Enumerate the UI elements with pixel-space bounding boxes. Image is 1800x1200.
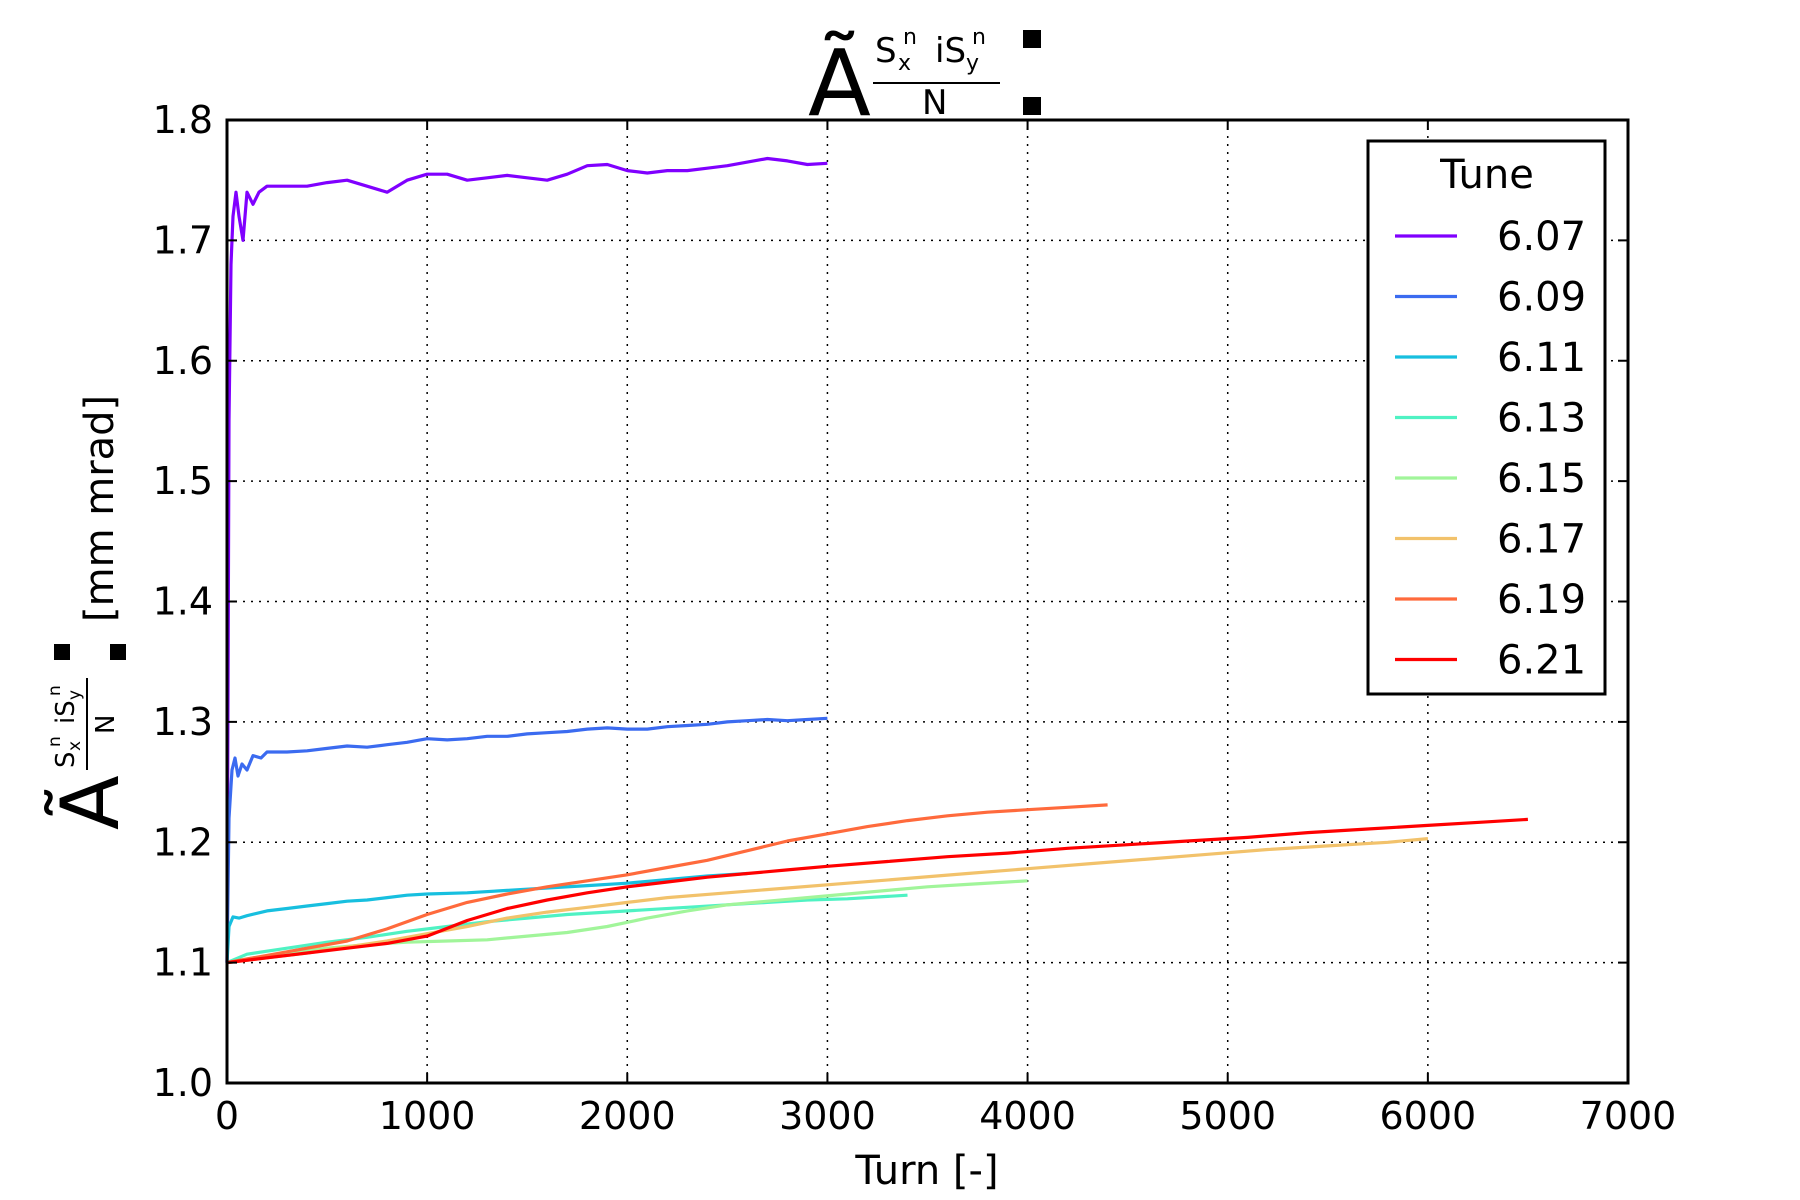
legend-label: 6.09 [1497,275,1586,321]
x-tick-label: 7000 [1580,1094,1677,1138]
legend-label: 6.11 [1497,335,1586,381]
x-tick-label: 0 [215,1094,239,1138]
series-line-6-07 [225,156,828,963]
series-line-6-13 [226,893,908,965]
title-num-a-sub: x [898,51,911,76]
legend-label: 6.15 [1497,456,1586,502]
ylabel-num-b: iS [51,700,81,724]
x-tick-label: 1000 [379,1094,476,1138]
ylabel-den: N [91,715,121,734]
title-num-b: iS [935,31,966,71]
ylabel-num-b-sup: n [45,685,65,696]
ylabel-colon-a [54,644,70,660]
ylabel-main: Ã [44,775,137,830]
legend: Tune 6.07 6.09 6.11 6.13 6.15 6.17 6.19 6.21 [1366,139,1607,696]
ylabel-colon-b [110,644,126,660]
y-tick-label: 1.4 [153,580,213,624]
ylabel-num-a-sup: n [45,736,65,747]
title-den: N [922,83,947,123]
y-axis-label: Ã S x n iS y n N [mm mrad] [44,395,137,830]
y-tick-label: 1.6 [153,339,213,383]
legend-label: 6.17 [1497,517,1586,563]
legend-label: 6.07 [1497,214,1586,260]
series-lines [225,156,1528,965]
ylabel-num-b-sub: y [65,690,85,700]
y-tick-label: 1.7 [153,218,213,262]
y-tick-label: 1.3 [153,700,213,744]
ylabel-num-a: S [51,751,81,768]
series-line-6-19 [226,803,1108,965]
chart-title: Ã S x n iS y n N [808,25,1041,137]
x-tick-label: 5000 [1179,1094,1276,1138]
x-tick-label: 2000 [579,1094,676,1138]
series-line-6-17 [226,837,1429,965]
axis-ticks: 0 1000 2000 3000 4000 5000 6000 7000 1.0 1.1 1.2 1.… [153,98,1677,1138]
legend-label: 6.13 [1497,396,1586,442]
x-tick-label: 4000 [979,1094,1076,1138]
x-tick-label: 6000 [1379,1094,1476,1138]
y-tick-label: 1.5 [153,459,213,503]
series-line-6-21 [226,817,1528,965]
legend-label: 6.21 [1497,638,1586,684]
y-tick-label: 1.2 [153,820,213,864]
y-tick-label: 1.0 [153,1061,213,1105]
title-num-b-sup: n [972,25,986,50]
series-line-6-09 [225,716,828,963]
plot-area: 0 1000 2000 3000 4000 5000 6000 7000 1.0 1.1 1.2 1.… [153,98,1677,1138]
title-colon-top [1023,30,1041,48]
ylabel-suffix: [mm mrad] [77,395,123,622]
series-line-6-15 [226,879,1028,965]
title-num-a-sup: n [903,25,917,50]
legend-items: 6.07 6.09 6.11 6.13 6.15 6.17 6.19 6.21 [1395,214,1586,684]
title-colon-bottom [1023,97,1041,115]
x-axis-label: Turn [-] [854,1148,998,1194]
series-line-6-11 [225,871,748,963]
legend-label: 6.19 [1497,577,1586,623]
x-tick-label: 3000 [779,1094,876,1138]
title-num-a: S [875,31,897,71]
legend-title: Tune [1439,152,1534,198]
y-tick-label: 1.1 [153,941,213,985]
y-tick-label: 1.8 [153,98,213,142]
ylabel-num-a-sub: x [65,741,85,751]
title-num-b-sub: y [966,51,979,76]
